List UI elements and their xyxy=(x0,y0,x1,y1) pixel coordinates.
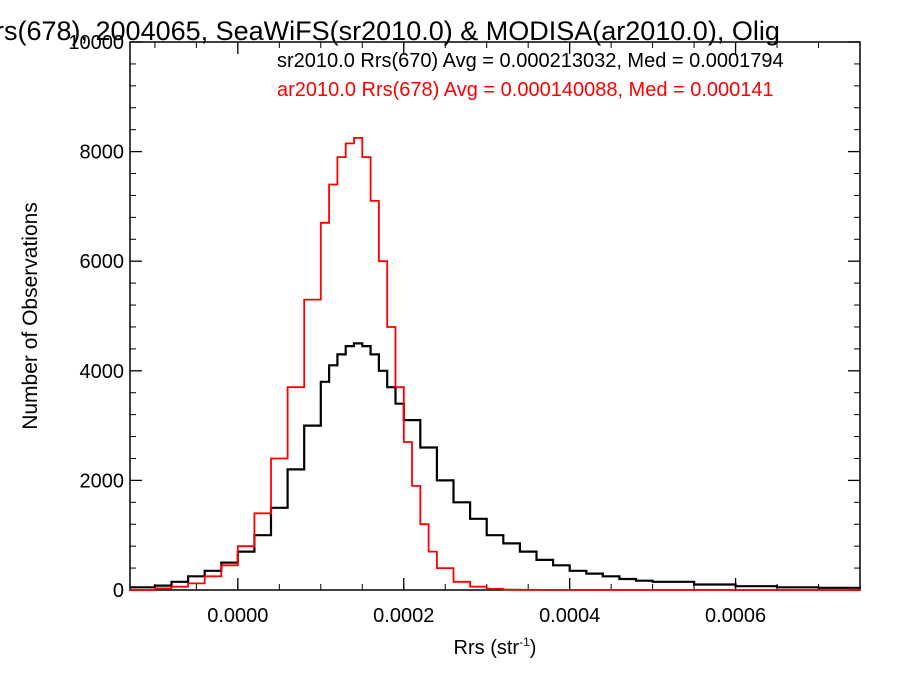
y-axis-ticks: 0 2000 4000 6000 8000 10000 xyxy=(68,32,860,602)
x-tick-label: 0.0004 xyxy=(539,605,600,627)
legend-entry-black: sr2010.0 Rrs(670) Avg = 0.000213032, Med… xyxy=(277,50,784,72)
x-axis-ticks: 0.0000 0.0002 0.0004 0.0006 xyxy=(154,42,861,627)
series-line-red xyxy=(130,137,860,591)
chart-title: rs(678), 2004065, SeaWiFS(sr2010.0) & MO… xyxy=(0,16,780,46)
x-axis-label: Rrs (str-1) xyxy=(454,635,537,659)
x-tick-label: 0.0006 xyxy=(705,605,766,627)
x-axis-label-sup: -1 xyxy=(519,635,530,649)
x-axis-label-close: ) xyxy=(530,637,537,659)
y-tick-label: 0 xyxy=(113,580,124,602)
y-tick-label: 6000 xyxy=(80,251,125,273)
series-layer xyxy=(130,137,862,591)
y-tick-label: 4000 xyxy=(80,361,125,383)
x-tick-label: 0.0000 xyxy=(207,605,268,627)
y-tick-label: 8000 xyxy=(80,142,125,164)
x-tick-label: 0.0002 xyxy=(373,605,434,627)
y-tick-label: 2000 xyxy=(80,470,125,492)
plot-frame xyxy=(129,41,861,591)
series-line-black xyxy=(130,342,862,589)
legend-entry-red: ar2010.0 Rrs(678) Avg = 0.000140088, Med… xyxy=(277,79,774,101)
x-axis-label-main: Rrs (str xyxy=(454,637,520,659)
y-tick-label: 10000 xyxy=(68,32,124,54)
y-axis-label: Number of Observations xyxy=(19,202,42,430)
